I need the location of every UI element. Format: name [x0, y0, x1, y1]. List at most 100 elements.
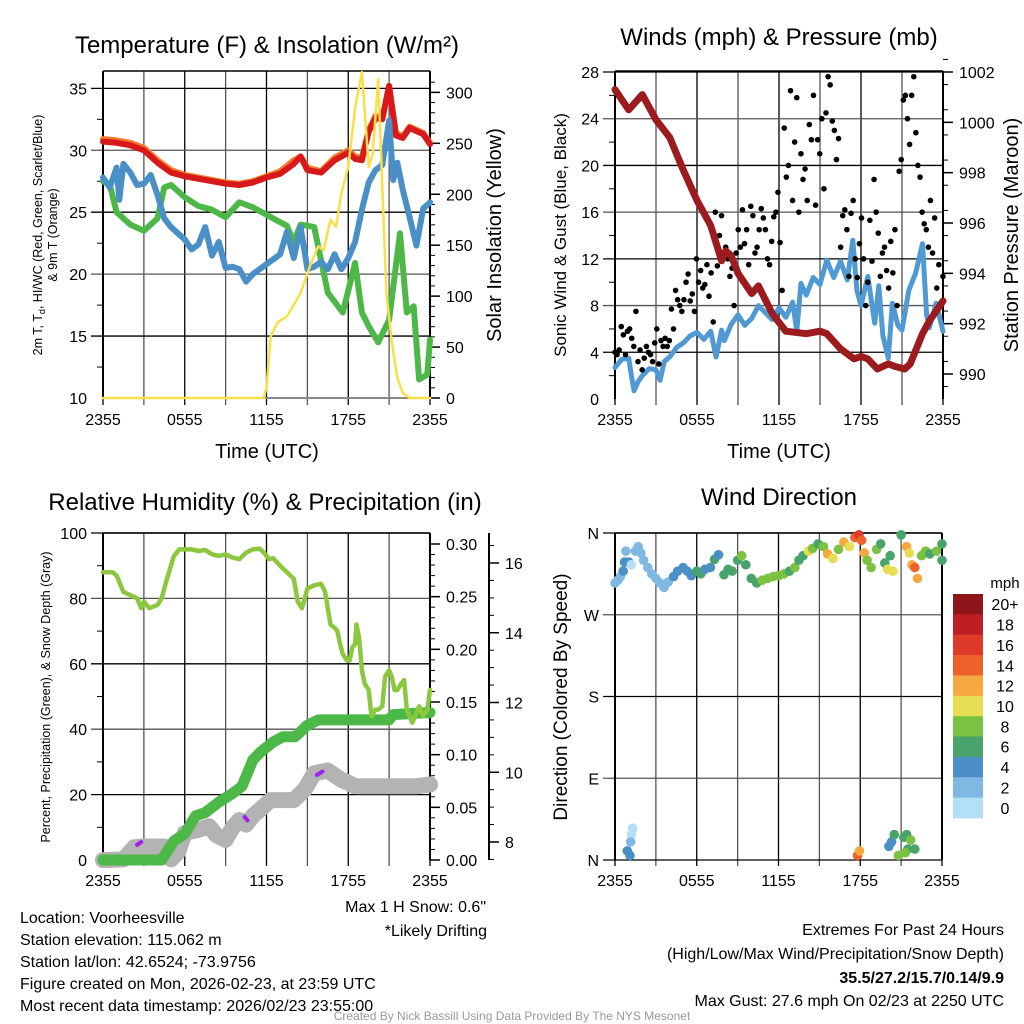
gust-point	[871, 176, 877, 183]
gust-point	[789, 197, 796, 204]
colorbar-swatch	[953, 675, 983, 697]
recent-data-text: Most recent data timestamp: 2026/02/23 2…	[20, 998, 373, 1015]
direction-panel-plot: 2355 0555 1155 1755 2355 N W S E N	[584, 526, 960, 890]
direction-point	[638, 555, 649, 566]
y-tick-label: 80	[69, 591, 87, 608]
y-tick-label: 35	[69, 81, 87, 98]
extremes-title: Extremes For Past 24 Hours	[802, 922, 1004, 939]
direction-point	[727, 566, 737, 576]
gust-point	[679, 308, 685, 315]
colorbar-label: 10	[996, 699, 1014, 716]
gust-point	[919, 209, 925, 215]
snow-axis-tick-label: 12	[505, 696, 523, 713]
rh-panel-plot: 2355 0555 1155 1755 2355 0 20 40 60 80 100 0.00 0.05…	[60, 526, 523, 890]
gust-point	[739, 207, 746, 213]
series-solar-insolation	[101, 70, 432, 400]
gust-point	[714, 263, 721, 269]
gust-point	[821, 185, 827, 192]
gust-point	[936, 261, 942, 268]
y-tick-label: 60	[69, 657, 87, 674]
gust-point	[628, 335, 635, 342]
gust-point	[685, 271, 691, 277]
gust-point	[777, 239, 783, 246]
wind-panel-xlabel: Time (UTC)	[727, 441, 831, 463]
gust-point	[852, 256, 859, 262]
gust-point	[752, 250, 758, 256]
gust-point	[883, 267, 890, 274]
gust-point	[687, 298, 694, 304]
y-tick-label: 20	[581, 158, 599, 175]
gust-point	[641, 355, 648, 361]
colorbar-swatch	[953, 594, 983, 615]
gust-point	[890, 270, 896, 276]
y-tick-label: 16	[581, 205, 599, 222]
direction-point	[626, 829, 637, 840]
gust-point	[750, 212, 756, 219]
gust-point	[812, 202, 819, 208]
x-tick-label: 0555	[167, 873, 203, 890]
y-tick-label: 4	[590, 345, 599, 362]
gust-point	[620, 331, 627, 338]
gust-point	[647, 351, 654, 358]
gust-point	[616, 347, 622, 353]
gust-point	[908, 92, 915, 99]
gust-point	[940, 273, 946, 280]
direction-point	[859, 548, 870, 558]
gust-point	[704, 261, 710, 268]
gust-point	[915, 162, 921, 169]
gust-point	[735, 226, 742, 233]
direction-point	[833, 544, 844, 555]
gust-point	[833, 156, 840, 163]
gust-point	[819, 115, 825, 122]
drifting-note: *Likely Drifting	[385, 923, 487, 940]
colorbar-label: 4	[1001, 760, 1010, 777]
gust-point	[910, 73, 917, 80]
x-tick-label: 1155	[249, 873, 284, 890]
gust-point	[689, 291, 696, 297]
gust-point	[670, 326, 677, 332]
insolation-axis-tick-label: 150	[446, 238, 473, 255]
gust-point	[810, 92, 817, 99]
y-tick-label: 20	[69, 267, 87, 284]
gust-point	[791, 139, 798, 145]
x-tick-label: 2355	[412, 873, 448, 890]
gust-point	[781, 125, 788, 131]
extremes-values: 35.5/27.2/15.7/0.14/9.9	[839, 970, 1004, 987]
gust-point	[674, 296, 681, 303]
gust-point	[635, 358, 641, 365]
gust-point	[850, 197, 856, 204]
x-tick-label: 1155	[762, 412, 797, 429]
y-tick-label: 40	[69, 722, 87, 739]
direction-point	[636, 548, 646, 558]
gust-point	[898, 156, 905, 163]
colorbar-swatch	[953, 756, 983, 778]
gust-point	[842, 207, 848, 213]
gust-point	[806, 121, 813, 128]
y-tick-label: 100	[60, 526, 87, 543]
gust-point	[737, 244, 744, 250]
direction-point	[900, 847, 911, 858]
gust-point	[816, 150, 823, 157]
x-tick-label: 2355	[924, 873, 960, 890]
gust-point	[676, 302, 683, 309]
gust-point	[622, 351, 629, 358]
y-tick-label: 25	[69, 205, 87, 222]
gust-point	[651, 340, 658, 346]
gust-point	[796, 209, 802, 215]
gust-point	[831, 127, 838, 134]
gust-point	[867, 217, 873, 224]
gust-point	[856, 240, 863, 247]
gust-point	[785, 162, 792, 169]
direction-point	[909, 562, 920, 573]
insolation-axis-tick-label: 100	[446, 289, 473, 306]
direction-point	[862, 555, 872, 566]
gust-point	[933, 285, 940, 291]
gust-point	[633, 308, 639, 315]
gust-point	[768, 238, 775, 245]
colorbar-label: 16	[996, 638, 1014, 655]
gust-point	[887, 238, 894, 245]
colorbar-label: 8	[1001, 719, 1010, 736]
gust-point	[885, 285, 892, 291]
direction-point	[866, 562, 876, 573]
precip-axis-tick-label: 0.00	[446, 853, 477, 870]
